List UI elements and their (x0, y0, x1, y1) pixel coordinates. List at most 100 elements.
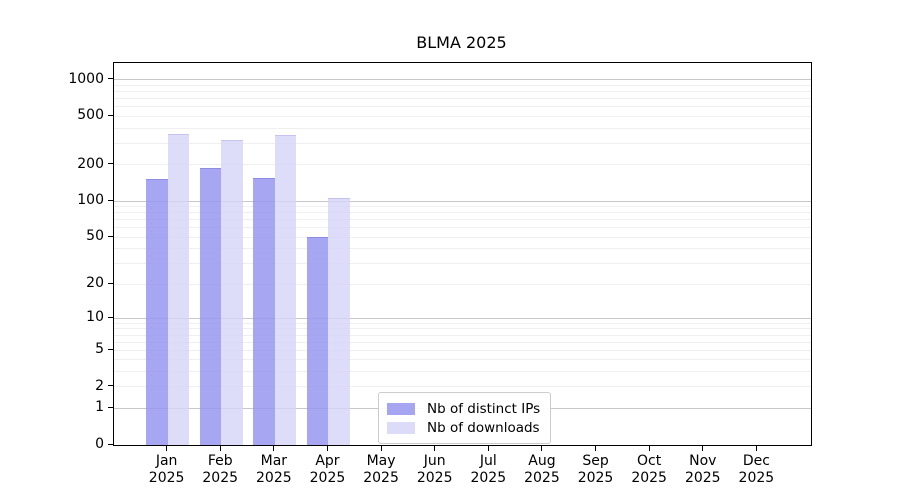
x-tick-label: Dec 2025 (711, 453, 801, 487)
x-tick-year: 2025 (470, 470, 507, 486)
gridline-minor (114, 371, 811, 373)
x-tick-year: 2025 (202, 470, 239, 486)
y-tick-mark (108, 163, 113, 165)
bar-mar-ips (253, 178, 275, 445)
gridline-minor (114, 334, 811, 336)
x-tick-label: Feb 2025 (175, 453, 265, 487)
y-tick-label: 100 (77, 192, 104, 209)
gridline-minor (114, 115, 811, 117)
bar-apr-ips (307, 237, 329, 445)
x-tick-month: May (366, 453, 396, 469)
x-tick-mark (702, 446, 704, 451)
bar-mar-downloads (274, 134, 297, 445)
x-tick-month: Jul (479, 453, 497, 469)
gridline-major (114, 79, 811, 81)
gridline-minor (114, 106, 811, 108)
x-tick-month: Sep (582, 453, 609, 469)
gridline-minor (114, 206, 811, 208)
chart-title: BLMA 2025 (416, 33, 507, 52)
y-tick-label: 200 (77, 155, 104, 172)
x-tick-month: Mar (260, 453, 288, 469)
y-tick-label: 10 (86, 309, 104, 326)
gridline-minor (114, 227, 811, 229)
x-tick-label: May 2025 (336, 453, 426, 487)
bar-apr-downloads (328, 197, 350, 445)
y-tick-label: 500 (77, 107, 104, 124)
x-tick-month: Jan (155, 453, 178, 469)
y-tick-label: 1000 (68, 70, 104, 87)
bar-jan-downloads (167, 133, 190, 445)
gridline-minor (114, 349, 811, 351)
plot-area (113, 62, 812, 446)
y-tick-label: 0 (95, 436, 104, 452)
gridline-minor (114, 248, 811, 250)
x-tick-month: Dec (742, 453, 770, 469)
y-tick-mark (108, 199, 113, 201)
x-tick-mark (434, 446, 436, 451)
y-tick-mark (108, 114, 113, 116)
y-tick-mark (108, 406, 113, 408)
x-tick-mark (541, 446, 543, 451)
y-tick-label: 5 (95, 341, 104, 358)
x-tick-year: 2025 (684, 470, 721, 486)
y-tick-label: 2 (95, 377, 104, 394)
x-tick-year: 2025 (148, 470, 185, 486)
x-tick-year: 2025 (631, 470, 667, 486)
y-tick-mark (108, 348, 113, 350)
x-tick-year: 2025 (577, 470, 614, 486)
gridline-minor (114, 212, 811, 214)
gridline-minor (114, 359, 811, 361)
gridline-minor (114, 341, 811, 343)
legend-label: Nb of distinct IPs (427, 400, 541, 417)
gridline-minor (114, 386, 811, 388)
x-tick-mark (273, 446, 275, 451)
x-tick-year: 2025 (738, 470, 775, 486)
y-tick-mark (108, 78, 113, 80)
x-tick-year: 2025 (524, 470, 560, 486)
x-tick-month: Jun (423, 453, 446, 469)
x-tick-mark (166, 446, 168, 451)
legend-item: Nb of downloads (387, 418, 540, 437)
gridline-minor (114, 84, 811, 86)
gridline-minor (114, 283, 811, 285)
x-tick-month: Aug (528, 453, 556, 469)
x-tick-label: Mar 2025 (229, 453, 319, 487)
x-tick-mark (219, 446, 221, 451)
x-tick-year: 2025 (416, 470, 453, 486)
x-tick-mark (755, 446, 757, 451)
x-tick-year: 2025 (256, 470, 292, 486)
x-tick-label: Jul 2025 (443, 453, 533, 487)
x-tick-year: 2025 (309, 470, 346, 486)
x-tick-year: 2025 (363, 470, 399, 486)
y-tick-mark (108, 385, 113, 387)
x-tick-mark (380, 446, 382, 451)
gridline-minor (114, 127, 811, 129)
x-tick-label: Oct 2025 (604, 453, 694, 487)
bar-feb-ips (199, 168, 222, 445)
gridline-major (114, 200, 811, 202)
legend: Nb of distinct IPs Nb of downloads (378, 392, 552, 444)
y-tick-label: 20 (86, 275, 104, 292)
x-tick-mark (648, 446, 650, 451)
gridline-minor (114, 219, 811, 221)
x-tick-month: Apr (315, 453, 340, 469)
gridline-minor (114, 164, 811, 166)
y-tick-mark (108, 443, 113, 445)
gridline-major (114, 317, 811, 319)
legend-swatch (387, 421, 415, 434)
x-tick-label: Nov 2025 (658, 453, 748, 487)
x-tick-label: Apr 2025 (282, 453, 372, 487)
x-tick-month: Oct (637, 453, 662, 469)
legend-swatch (387, 402, 415, 415)
legend-item: Nb of distinct IPs (387, 399, 540, 418)
gridline-minor (114, 328, 811, 330)
x-tick-month: Nov (689, 453, 717, 469)
y-tick-label: 1 (95, 399, 104, 416)
x-tick-label: Sep 2025 (551, 453, 641, 487)
gridline-minor (114, 263, 811, 265)
x-tick-mark (487, 446, 489, 451)
bar-feb-downloads (221, 139, 243, 445)
gridline-minor (114, 236, 811, 238)
y-tick-mark (108, 316, 113, 318)
